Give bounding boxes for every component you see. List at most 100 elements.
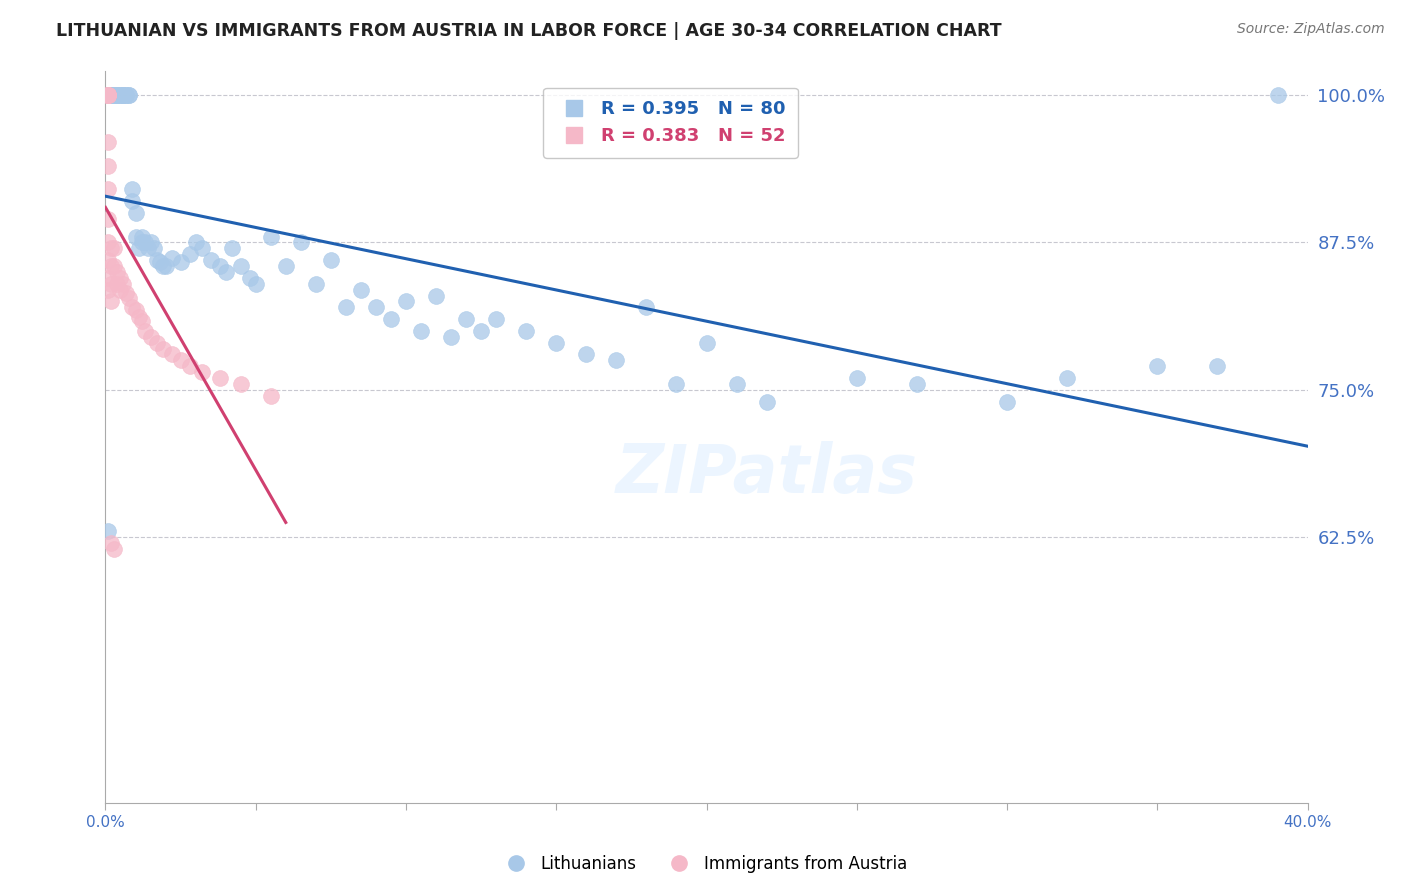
- Point: [97, 87, 120, 102]
- Point: [546, 335, 568, 350]
- Point: [107, 87, 129, 102]
- Point: [335, 301, 357, 315]
- Point: [131, 229, 153, 244]
- Point: [350, 283, 373, 297]
- Point: [139, 330, 162, 344]
- Point: [440, 330, 463, 344]
- Point: [100, 241, 122, 255]
- Point: [605, 353, 627, 368]
- Point: [100, 87, 122, 102]
- Point: [100, 294, 122, 309]
- Point: [128, 241, 150, 255]
- Point: [221, 241, 243, 255]
- Point: [160, 251, 183, 265]
- Point: [97, 87, 120, 102]
- Point: [665, 376, 688, 391]
- Point: [97, 270, 120, 285]
- Point: [995, 394, 1018, 409]
- Point: [97, 87, 120, 102]
- Point: [97, 135, 120, 149]
- Point: [97, 87, 120, 102]
- Point: [229, 259, 252, 273]
- Point: [208, 259, 231, 273]
- Point: [142, 241, 165, 255]
- Point: [97, 87, 120, 102]
- Point: [107, 277, 129, 291]
- Point: [112, 87, 135, 102]
- Point: [97, 87, 120, 102]
- Point: [97, 253, 120, 268]
- Point: [145, 335, 167, 350]
- Point: [97, 87, 120, 102]
- Point: [97, 211, 120, 226]
- Point: [97, 235, 120, 250]
- Point: [115, 87, 138, 102]
- Point: [103, 87, 125, 102]
- Point: [100, 87, 122, 102]
- Point: [110, 87, 132, 102]
- Point: [208, 371, 231, 385]
- Point: [110, 87, 132, 102]
- Point: [97, 87, 120, 102]
- Point: [214, 265, 236, 279]
- Point: [409, 324, 432, 338]
- Point: [97, 87, 120, 102]
- Point: [575, 347, 598, 361]
- Point: [112, 277, 135, 291]
- Point: [100, 259, 122, 273]
- Text: Source: ZipAtlas.com: Source: ZipAtlas.com: [1237, 22, 1385, 37]
- Point: [148, 255, 170, 269]
- Point: [1146, 359, 1168, 374]
- Point: [169, 255, 191, 269]
- Point: [107, 87, 129, 102]
- Point: [97, 159, 120, 173]
- Point: [274, 259, 297, 273]
- Point: [485, 312, 508, 326]
- Point: [103, 542, 125, 557]
- Point: [134, 324, 156, 338]
- Legend: Lithuanians, Immigrants from Austria: Lithuanians, Immigrants from Austria: [492, 848, 914, 880]
- Point: [1206, 359, 1229, 374]
- Point: [97, 182, 120, 196]
- Point: [103, 87, 125, 102]
- Point: [145, 253, 167, 268]
- Point: [107, 265, 129, 279]
- Point: [118, 87, 141, 102]
- Point: [110, 270, 132, 285]
- Point: [755, 394, 778, 409]
- Point: [245, 277, 267, 291]
- Point: [152, 259, 174, 273]
- Point: [1267, 87, 1289, 102]
- Point: [97, 283, 120, 297]
- Point: [725, 376, 748, 391]
- Point: [305, 277, 328, 291]
- Point: [97, 87, 120, 102]
- Text: LITHUANIAN VS IMMIGRANTS FROM AUSTRIA IN LABOR FORCE | AGE 30-34 CORRELATION CHA: LITHUANIAN VS IMMIGRANTS FROM AUSTRIA IN…: [56, 22, 1002, 40]
- Point: [115, 87, 138, 102]
- Point: [118, 291, 141, 305]
- Point: [100, 87, 122, 102]
- Legend: R = 0.395   N = 80, R = 0.383   N = 52: R = 0.395 N = 80, R = 0.383 N = 52: [543, 87, 799, 158]
- Point: [179, 359, 201, 374]
- Point: [131, 235, 153, 250]
- Point: [97, 87, 120, 102]
- Point: [380, 312, 402, 326]
- Point: [103, 87, 125, 102]
- Point: [97, 87, 120, 102]
- Point: [124, 206, 146, 220]
- Point: [160, 347, 183, 361]
- Point: [1056, 371, 1078, 385]
- Point: [100, 277, 122, 291]
- Point: [121, 301, 143, 315]
- Point: [260, 229, 283, 244]
- Point: [425, 288, 447, 302]
- Point: [184, 235, 207, 250]
- Point: [169, 353, 191, 368]
- Point: [319, 253, 342, 268]
- Point: [124, 302, 146, 317]
- Point: [110, 283, 132, 297]
- Text: ZIPatlas: ZIPatlas: [616, 441, 918, 507]
- Point: [454, 312, 477, 326]
- Point: [364, 301, 387, 315]
- Point: [112, 87, 135, 102]
